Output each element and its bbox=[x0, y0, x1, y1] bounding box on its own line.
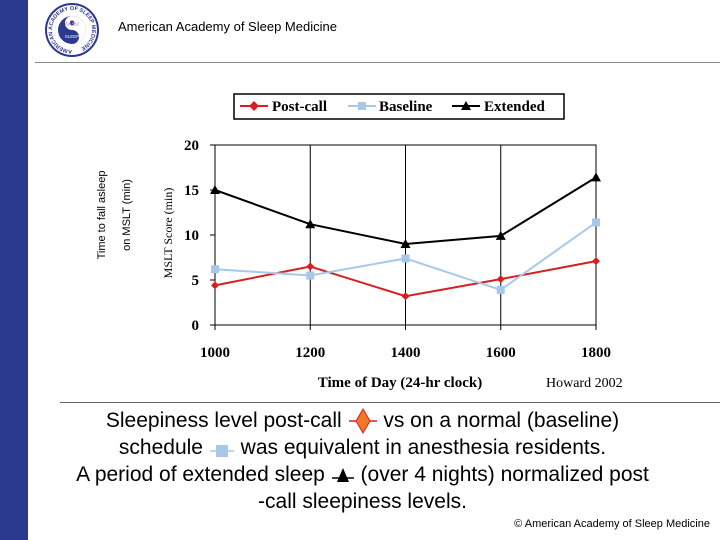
chart-series bbox=[210, 172, 601, 301]
point-extended bbox=[210, 185, 220, 194]
y-tick-label: 0 bbox=[192, 318, 200, 334]
legend-postcall-label: Post-call bbox=[272, 99, 327, 115]
caption-line-3: A period of extended sleep (over 4 night… bbox=[30, 461, 695, 488]
postcall-marker-icon bbox=[348, 408, 377, 435]
point-extended bbox=[591, 172, 601, 182]
x-tick-label: 1400 bbox=[391, 345, 421, 361]
x-tick-label: 1000 bbox=[200, 345, 230, 361]
legend-baseline-label: Baseline bbox=[379, 99, 433, 115]
point-extended bbox=[400, 239, 411, 248]
point-extended bbox=[305, 219, 316, 229]
legend-baseline-marker bbox=[358, 102, 366, 110]
point-post-call bbox=[306, 262, 315, 271]
point-baseline bbox=[401, 254, 410, 263]
aasm-logo: AMERICAN ACADEMY OF SLEEP MEDICINE AASM … bbox=[45, 3, 99, 57]
point-baseline bbox=[592, 218, 600, 227]
caption-line-1: Sleepiness level post-call vs on a norma… bbox=[30, 407, 695, 435]
caption-line-4: -call sleepiness levels. bbox=[258, 490, 467, 514]
caption-text: vs on a normal (baseline) bbox=[383, 409, 620, 432]
chart-annotation: Howard 2002 bbox=[546, 376, 623, 391]
point-post-call bbox=[211, 281, 219, 290]
caption: Sleepiness level post-call vs on a norma… bbox=[30, 407, 695, 515]
svg-text:AASM: AASM bbox=[65, 22, 79, 28]
caption-text: was equivalent in anesthesia residents. bbox=[240, 436, 607, 460]
caption-divider bbox=[60, 402, 720, 403]
caption-text: A period of extended sleep bbox=[76, 463, 325, 487]
copyright: © American Academy of Sleep Medicine bbox=[514, 518, 710, 530]
extended-marker-icon bbox=[331, 467, 354, 482]
baseline-marker-icon bbox=[209, 444, 234, 457]
chart-axes: 0 5 10 15 20 1000 1200 1400 1600 1800 bbox=[184, 138, 611, 361]
chart-ylabel: MSLT Score (min) bbox=[161, 188, 175, 279]
y-tick-label: 5 bbox=[192, 273, 200, 289]
caption-line-2: schedule was equivalent in anesthesia re… bbox=[30, 434, 695, 461]
point-post-call bbox=[592, 257, 600, 266]
caption-text: Sleepiness level post-call bbox=[105, 409, 342, 432]
header-title: American Academy of Sleep Medicine bbox=[118, 19, 337, 34]
y-tick-label: 15 bbox=[184, 183, 199, 199]
point-baseline bbox=[211, 265, 219, 274]
point-baseline bbox=[496, 285, 505, 294]
svg-text:SLEEP: SLEEP bbox=[65, 34, 80, 39]
header-divider bbox=[35, 62, 720, 63]
point-post-call bbox=[496, 275, 505, 284]
outer-ylabel-line2: on MSLT (min) bbox=[121, 179, 133, 251]
x-tick-label: 1600 bbox=[486, 345, 516, 361]
y-tick-label: 20 bbox=[184, 138, 199, 154]
caption-text: schedule bbox=[118, 436, 203, 460]
outer-ylabel-line1: Time to fall asleep bbox=[96, 171, 108, 260]
x-tick-label: 1200 bbox=[295, 345, 325, 361]
legend-extended-marker bbox=[461, 101, 471, 110]
point-baseline bbox=[306, 271, 315, 280]
legend-extended-label: Extended bbox=[484, 99, 546, 115]
y-tick-label: 10 bbox=[184, 228, 199, 244]
x-tick-label: 1800 bbox=[581, 345, 611, 361]
left-accent-bar bbox=[0, 0, 28, 540]
mslt-line-chart: Time to fall asleep on MSLT (min) MSLT S… bbox=[96, 93, 623, 391]
legend: Post-call Baseline Extended bbox=[233, 93, 565, 120]
chart-xlabel: Time of Day (24-hr clock) bbox=[318, 375, 482, 391]
point-extended bbox=[495, 230, 506, 240]
point-post-call bbox=[401, 292, 410, 301]
caption-text: (over 4 nights) normalized post bbox=[360, 463, 649, 487]
